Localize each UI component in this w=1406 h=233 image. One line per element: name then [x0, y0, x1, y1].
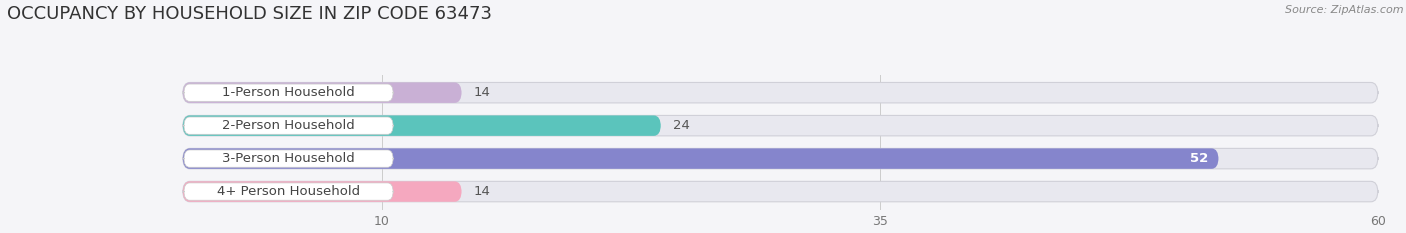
- Text: 24: 24: [673, 119, 690, 132]
- FancyBboxPatch shape: [184, 150, 394, 167]
- FancyBboxPatch shape: [183, 148, 1378, 169]
- Text: 3-Person Household: 3-Person Household: [222, 152, 354, 165]
- Text: 52: 52: [1191, 152, 1209, 165]
- Text: OCCUPANCY BY HOUSEHOLD SIZE IN ZIP CODE 63473: OCCUPANCY BY HOUSEHOLD SIZE IN ZIP CODE …: [7, 5, 492, 23]
- Text: 14: 14: [474, 185, 491, 198]
- Text: 1-Person Household: 1-Person Household: [222, 86, 354, 99]
- FancyBboxPatch shape: [183, 115, 661, 136]
- FancyBboxPatch shape: [184, 84, 394, 101]
- FancyBboxPatch shape: [183, 115, 1378, 136]
- FancyBboxPatch shape: [183, 148, 1219, 169]
- Text: 14: 14: [474, 86, 491, 99]
- Text: 4+ Person Household: 4+ Person Household: [217, 185, 360, 198]
- FancyBboxPatch shape: [183, 82, 461, 103]
- FancyBboxPatch shape: [183, 181, 461, 202]
- Text: 2-Person Household: 2-Person Household: [222, 119, 354, 132]
- Text: Source: ZipAtlas.com: Source: ZipAtlas.com: [1285, 5, 1403, 15]
- FancyBboxPatch shape: [183, 181, 1378, 202]
- FancyBboxPatch shape: [184, 117, 394, 134]
- FancyBboxPatch shape: [183, 82, 1378, 103]
- FancyBboxPatch shape: [184, 183, 394, 200]
